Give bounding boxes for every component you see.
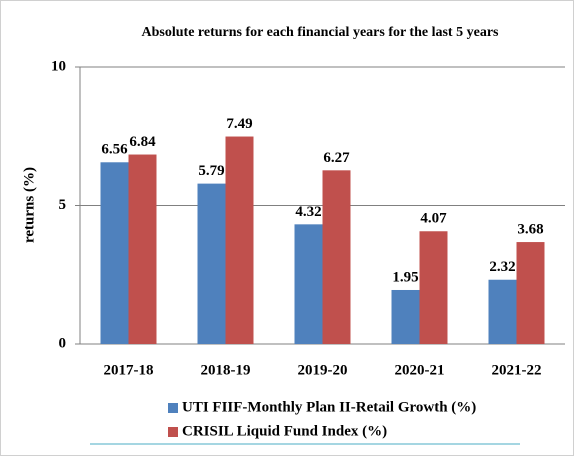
legend-label: CRISIL Liquid Fund Index (%) (182, 423, 387, 439)
y-tick-label: 0 (59, 335, 67, 351)
bar (294, 224, 323, 344)
bar (197, 183, 226, 344)
chart-title: Absolute returns for each financial year… (142, 25, 500, 40)
data-label: 6.27 (323, 150, 350, 166)
data-label: 5.79 (198, 163, 224, 179)
legend-label: UTI FIIF-Monthly Plan II-Retail Growth (… (182, 399, 476, 415)
data-label: 6.56 (101, 142, 128, 158)
y-tick-label: 10 (51, 58, 66, 74)
bar (488, 279, 517, 344)
bar (128, 154, 157, 344)
bar (322, 170, 351, 344)
bar (516, 242, 545, 344)
bar (419, 231, 448, 344)
x-tick-label: 2019-20 (298, 362, 348, 378)
data-label: 1.95 (392, 269, 418, 285)
data-label: 2.32 (489, 259, 515, 275)
x-tick-label: 2020-21 (395, 362, 445, 378)
legend-swatch (168, 403, 178, 413)
legend-swatch (168, 427, 178, 437)
data-label: 4.07 (420, 211, 447, 227)
x-tick-label: 2017-18 (104, 362, 154, 378)
bar (225, 136, 254, 344)
data-label: 4.32 (295, 204, 321, 220)
bar (391, 289, 420, 344)
data-label: 7.49 (226, 116, 252, 132)
y-axis-label: returns (%) (21, 167, 37, 243)
data-label: 3.68 (517, 222, 543, 238)
x-tick-label: 2021-22 (492, 362, 542, 378)
bar (100, 162, 129, 344)
data-label: 6.84 (129, 134, 156, 150)
x-tick-label: 2018-19 (201, 362, 251, 378)
y-tick-label: 5 (59, 197, 67, 213)
